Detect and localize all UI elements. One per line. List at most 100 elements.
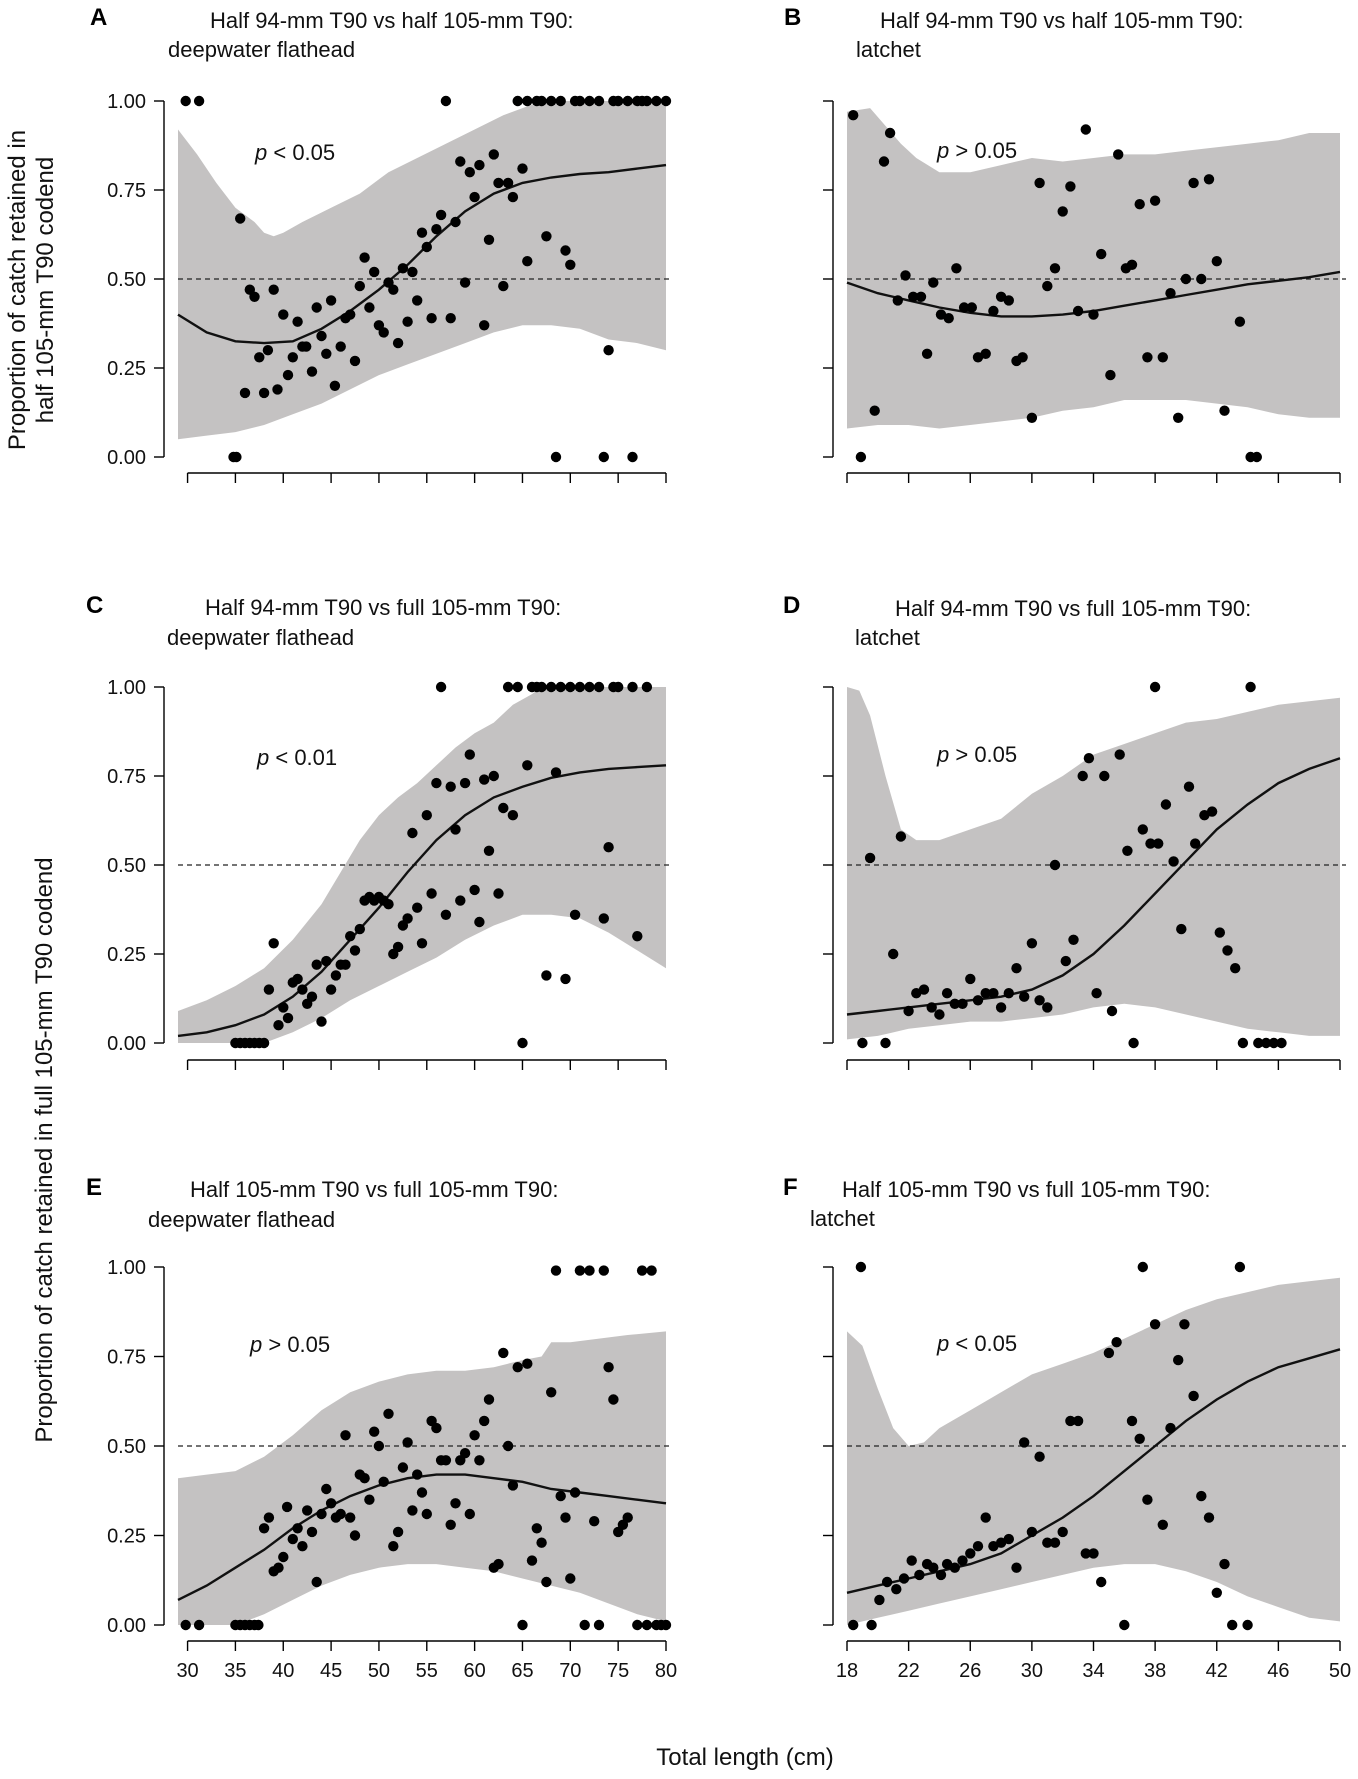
data-point (1227, 1619, 1238, 1631)
p-threshold: > 0.05 (949, 138, 1017, 163)
data-point (1211, 1587, 1223, 1599)
data-point (593, 95, 605, 107)
x-tick-label: 50 (1329, 1660, 1351, 1682)
data-point (1088, 309, 1099, 320)
data-point (906, 1555, 917, 1566)
x-tick-label: 35 (224, 1660, 246, 1682)
data-point (1253, 1037, 1264, 1049)
data-point (555, 95, 566, 107)
data-point (1096, 248, 1107, 260)
data-point (651, 95, 662, 107)
data-point (287, 1533, 298, 1545)
data-point (402, 316, 413, 327)
data-point (340, 959, 351, 970)
data-point (316, 1508, 327, 1520)
data-point (1026, 938, 1038, 949)
data-point (383, 899, 394, 910)
data-point (273, 1562, 284, 1573)
data-point (632, 1619, 643, 1631)
data-point (1065, 1415, 1076, 1427)
data-point (980, 988, 991, 999)
data-point (345, 309, 356, 320)
data-point (292, 973, 303, 985)
data-point (369, 1426, 380, 1437)
data-point (1088, 1548, 1099, 1559)
data-point (421, 241, 432, 253)
data-point (435, 681, 447, 693)
data-point (864, 852, 876, 864)
data-point (1049, 859, 1061, 871)
data-point (402, 1437, 413, 1448)
data-point (474, 916, 485, 928)
data-point (1111, 1337, 1122, 1348)
data-point (560, 973, 571, 985)
data-point (345, 1512, 356, 1523)
data-point (888, 948, 899, 960)
data-point (193, 1619, 205, 1631)
data-point (1042, 1002, 1053, 1013)
data-point (980, 1512, 991, 1523)
data-point (641, 681, 653, 693)
data-point (431, 224, 442, 235)
y-tick-label: 0.50 (107, 855, 146, 877)
data-point (988, 305, 999, 317)
data-point (1119, 1619, 1130, 1631)
data-point (373, 1440, 385, 1452)
data-point (474, 1455, 485, 1466)
panel-title-line2: latchet (856, 37, 921, 62)
data-point (900, 270, 911, 281)
data-point (359, 252, 370, 263)
data-point (1034, 995, 1045, 1006)
y-tick-label: 0.75 (107, 180, 146, 202)
data-point (935, 1569, 947, 1581)
data-point (1049, 263, 1061, 274)
data-point (445, 781, 456, 792)
panel-title-line2: deepwater flathead (148, 1207, 335, 1232)
data-point (321, 348, 332, 359)
data-point (325, 295, 337, 306)
confidence-band (178, 101, 666, 440)
data-point (282, 1012, 294, 1024)
data-point (278, 1551, 289, 1563)
data-point (1065, 181, 1076, 192)
data-point (1106, 1005, 1118, 1017)
data-point (397, 1462, 409, 1473)
p-threshold: < 0.01 (269, 745, 337, 770)
data-point (1077, 770, 1088, 782)
data-point (1188, 177, 1199, 189)
y-tick-label: 0.00 (107, 1615, 146, 1637)
x-tick-label: 26 (959, 1660, 981, 1682)
panel-d: D Half 94-mm T90 vs full 105-mm T90: latch… (783, 592, 1346, 1070)
data-point (1096, 1576, 1107, 1588)
data-point (895, 831, 907, 842)
panel-b: B Half 94-mm T90 vs half 105-mm T90: latch… (784, 4, 1346, 483)
data-point (622, 95, 633, 107)
panel-title-line1: Half 105-mm T90 vs full 105-mm T90: (842, 1177, 1210, 1202)
data-point (278, 1002, 289, 1013)
data-point (608, 1394, 619, 1405)
data-point (966, 302, 977, 313)
data-point (292, 316, 303, 327)
data-point (493, 1558, 504, 1570)
data-point (455, 156, 466, 167)
data-point (498, 280, 509, 292)
data-point (622, 1512, 633, 1523)
data-point (574, 95, 586, 107)
y-tick-label: 0.25 (107, 358, 146, 380)
data-point (416, 227, 428, 238)
data-point (502, 681, 514, 693)
data-point (951, 263, 962, 274)
data-point (1149, 681, 1161, 693)
data-point (1214, 927, 1226, 938)
data-point (507, 1480, 519, 1491)
data-point (1105, 369, 1116, 381)
data-point (450, 216, 461, 228)
data-point (1080, 124, 1092, 135)
data-point (884, 127, 896, 139)
p-threshold: > 0.05 (949, 742, 1017, 767)
data-point (1219, 405, 1230, 416)
data-point (354, 280, 365, 292)
data-point (180, 1619, 191, 1631)
data-point (934, 1009, 945, 1020)
